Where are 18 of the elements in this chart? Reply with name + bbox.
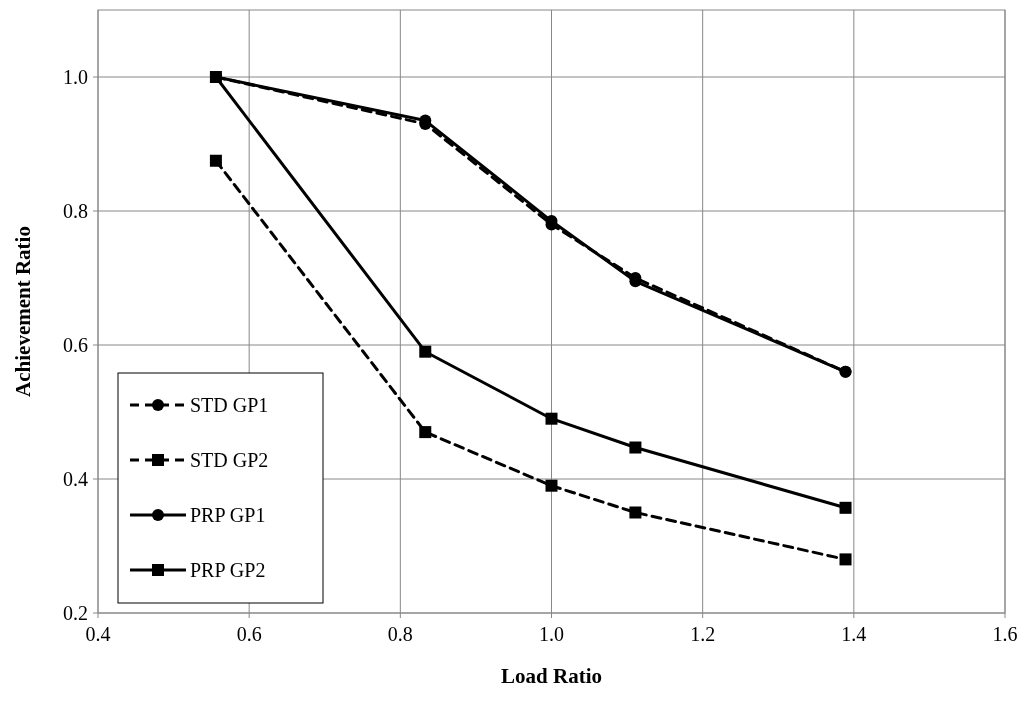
x-tick-label: 0.4 [85, 623, 111, 645]
x-axis-title: Load Ratio [501, 664, 602, 688]
y-tick-label: 0.4 [63, 468, 88, 490]
legend-label: STD GP2 [190, 449, 269, 471]
x-tick-label: 1.4 [841, 623, 867, 645]
y-axis-title: Achievement Ratio [11, 226, 35, 397]
legend-label: PRP GP1 [190, 504, 266, 526]
x-tick-label: 1.6 [992, 623, 1018, 645]
x-tick-label: 0.6 [236, 623, 262, 645]
x-tick-label: 1.2 [690, 623, 716, 645]
legend-label: PRP GP2 [190, 559, 266, 581]
y-tick-label: 1.0 [63, 66, 88, 88]
y-tick-label: 0.2 [63, 602, 88, 624]
y-tick-label: 0.8 [63, 200, 88, 222]
x-tick-label: 0.8 [387, 623, 413, 645]
x-tick-label: 1.0 [539, 623, 564, 645]
y-tick-label: 0.6 [63, 334, 88, 356]
legend-label: STD GP1 [190, 394, 269, 416]
